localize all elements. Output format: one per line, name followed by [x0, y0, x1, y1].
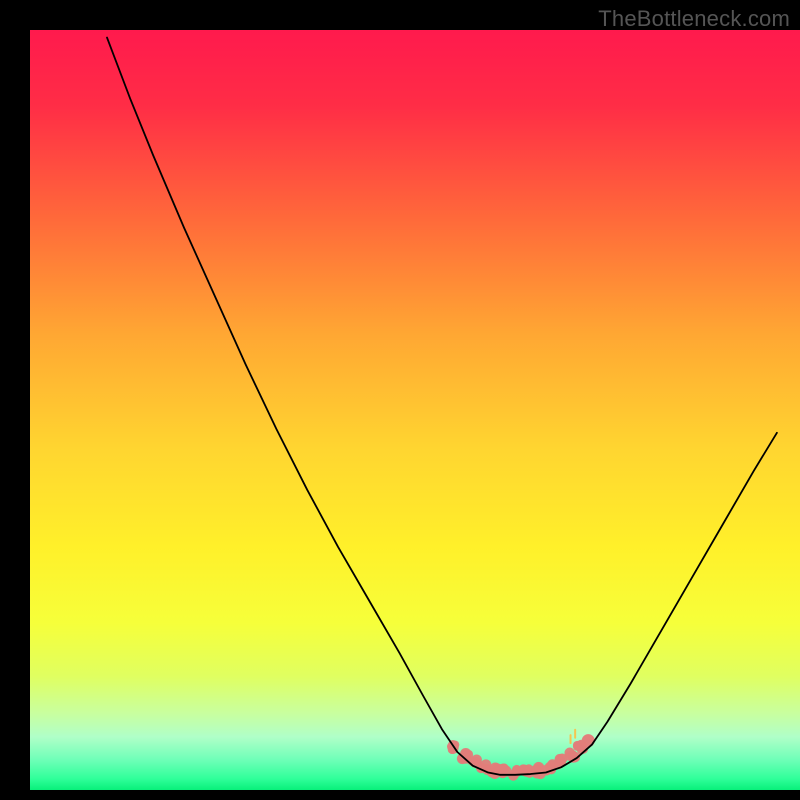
gradient-background — [30, 30, 800, 790]
plot-area — [30, 30, 800, 790]
chart-svg — [30, 30, 800, 790]
highlight-dot — [499, 764, 509, 774]
highlight-dot — [564, 748, 575, 759]
highlight-end-dot — [582, 734, 595, 747]
highlight-dot — [457, 753, 468, 764]
watermark-text: TheBottleneck.com — [598, 6, 790, 32]
